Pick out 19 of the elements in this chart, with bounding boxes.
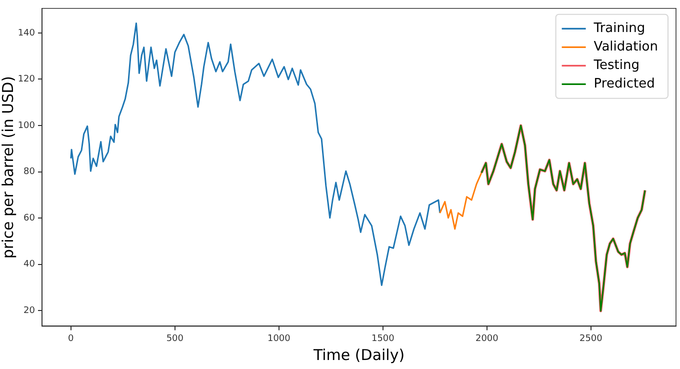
legend-label: Validation	[594, 40, 658, 55]
legend-label: Testing	[592, 58, 640, 74]
legend-label: Training	[592, 21, 646, 36]
y-tick-label: 80	[24, 167, 36, 178]
x-axis-title: Time (Daily)	[312, 346, 405, 364]
y-tick-label: 20	[24, 306, 36, 316]
x-tick-label: 500	[166, 334, 184, 344]
y-tick-label: 60	[24, 213, 36, 224]
x-tick-label: 1000	[267, 334, 291, 344]
y-tick-label: 120	[18, 74, 36, 85]
x-tick-label: 2500	[579, 334, 603, 344]
y-axis-title: price per barrel (in USD)	[0, 76, 17, 259]
x-tick-label: 1500	[371, 334, 395, 344]
x-tick-label: 2000	[475, 334, 499, 344]
y-tick-label: 40	[24, 260, 36, 270]
x-tick-label: 0	[68, 334, 74, 344]
y-tick-label: 100	[18, 120, 36, 131]
y-tick-label: 140	[18, 28, 36, 38]
legend-label: Predicted	[594, 76, 655, 92]
